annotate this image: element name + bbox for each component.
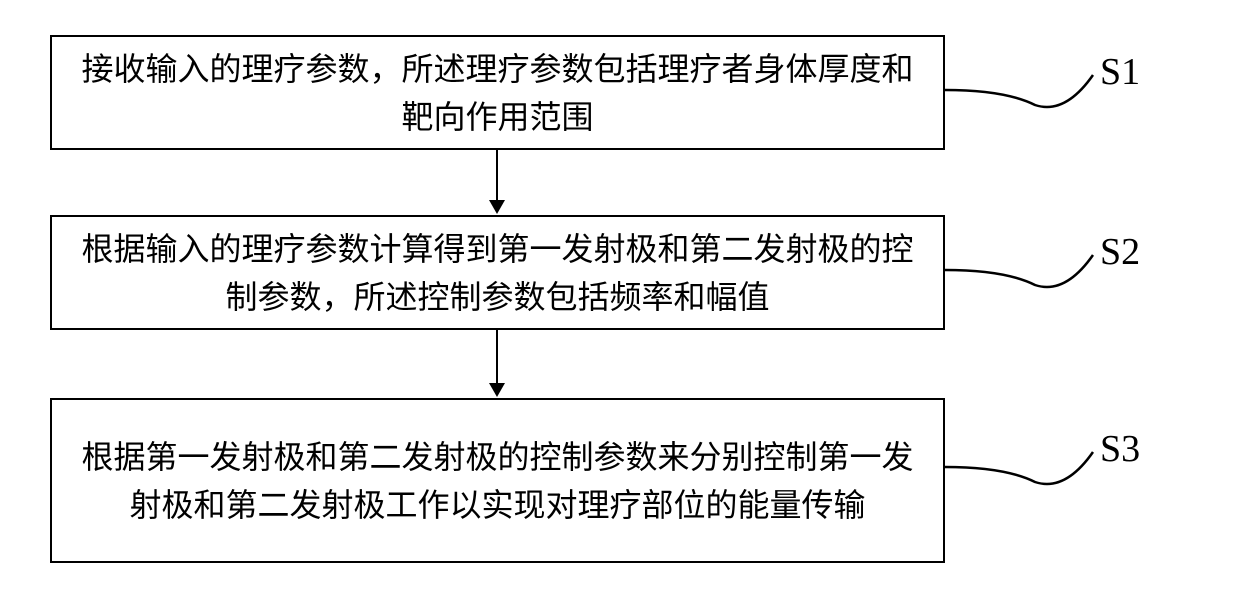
label-connector-s2 xyxy=(945,235,1095,290)
step-label-s1: S1 xyxy=(1100,50,1140,94)
step-label-s3: S3 xyxy=(1100,427,1140,471)
arrow-s1-s2 xyxy=(489,150,505,214)
step-text-s3: 根据第一发射极和第二发射极的控制参数来分别控制第一发射极和第二发射极工作以实现对… xyxy=(72,433,923,529)
step-text-s1: 接收输入的理疗参数，所述理疗参数包括理疗者身体厚度和靶向作用范围 xyxy=(72,45,923,141)
step-text-s2: 根据输入的理疗参数计算得到第一发射极和第二发射极的控制参数，所述控制参数包括频率… xyxy=(72,225,923,321)
step-label-s2: S2 xyxy=(1100,230,1140,274)
step-box-s3: 根据第一发射极和第二发射极的控制参数来分别控制第一发射极和第二发射极工作以实现对… xyxy=(50,398,945,563)
step-box-s1: 接收输入的理疗参数，所述理疗参数包括理疗者身体厚度和靶向作用范围 xyxy=(50,35,945,150)
arrow-s2-s3 xyxy=(489,330,505,397)
label-connector-s1 xyxy=(945,55,1095,110)
flowchart-container: 接收输入的理疗参数，所述理疗参数包括理疗者身体厚度和靶向作用范围 S1 根据输入… xyxy=(0,20,1240,595)
step-box-s2: 根据输入的理疗参数计算得到第一发射极和第二发射极的控制参数，所述控制参数包括频率… xyxy=(50,215,945,330)
label-connector-s3 xyxy=(945,432,1095,487)
